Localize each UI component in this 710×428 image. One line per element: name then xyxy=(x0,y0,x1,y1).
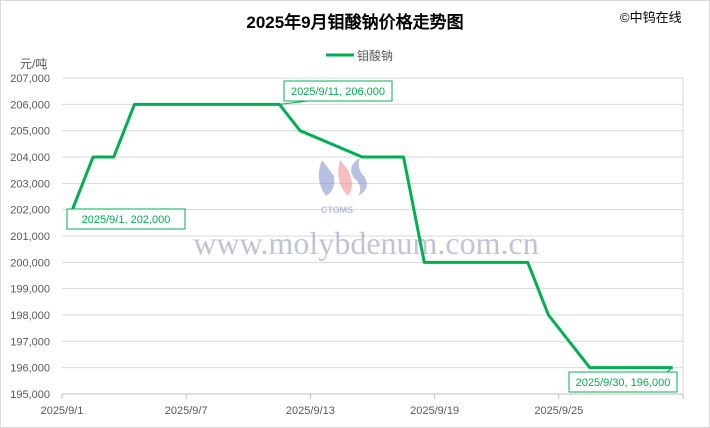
y-tick-label: 204,000 xyxy=(10,152,50,164)
x-tick-label: 2025/9/25 xyxy=(534,405,583,417)
copyright-label: ©中钨在线 xyxy=(620,10,682,25)
y-tick-label: 207,000 xyxy=(10,73,50,85)
y-tick-label: 202,000 xyxy=(10,205,50,217)
annotation-box xyxy=(568,371,678,393)
y-tick-label: 200,000 xyxy=(10,257,50,269)
annotation-leader xyxy=(666,367,673,373)
x-tick-label: 2025/9/13 xyxy=(286,405,335,417)
chart-title: 2025年9月钼酸钠价格走势图 xyxy=(246,12,463,32)
y-tick-label: 205,000 xyxy=(10,126,50,138)
x-tick-label: 2025/9/7 xyxy=(165,405,208,417)
y-tick-label: 196,000 xyxy=(10,363,50,375)
data-label: 2025/9/11, 206,000 xyxy=(291,86,385,98)
x-tick-label: 2025/9/1 xyxy=(41,405,84,417)
watermark-logo-text: CTOMS xyxy=(321,205,353,215)
y-tick-label: 203,000 xyxy=(10,178,50,190)
annotation-box xyxy=(66,208,186,230)
y-axis-unit: 元/吨 xyxy=(20,57,47,71)
ctoms-logo: CTOMS xyxy=(318,158,367,215)
legend-label: 钼酸钠 xyxy=(357,48,393,63)
y-tick-label: 199,000 xyxy=(10,284,50,296)
y-tick-label: 195,000 xyxy=(10,389,50,401)
annotation-leader xyxy=(279,100,309,105)
y-tick-label: 198,000 xyxy=(10,310,50,322)
data-label: 2025/9/1, 202,000 xyxy=(82,214,171,226)
annotation-box xyxy=(283,80,393,102)
y-tick-label: 197,000 xyxy=(10,336,50,348)
watermark-url: www.molybdenum.com.cn xyxy=(193,225,538,261)
y-tick-label: 201,000 xyxy=(10,231,50,243)
data-label: 2025/9/30, 196,000 xyxy=(576,377,671,389)
watermark: CTOMS www.molybdenum.com.cn xyxy=(193,158,539,261)
y-tick-label: 206,000 xyxy=(10,99,50,111)
x-tick-label: 2025/9/19 xyxy=(410,405,459,417)
